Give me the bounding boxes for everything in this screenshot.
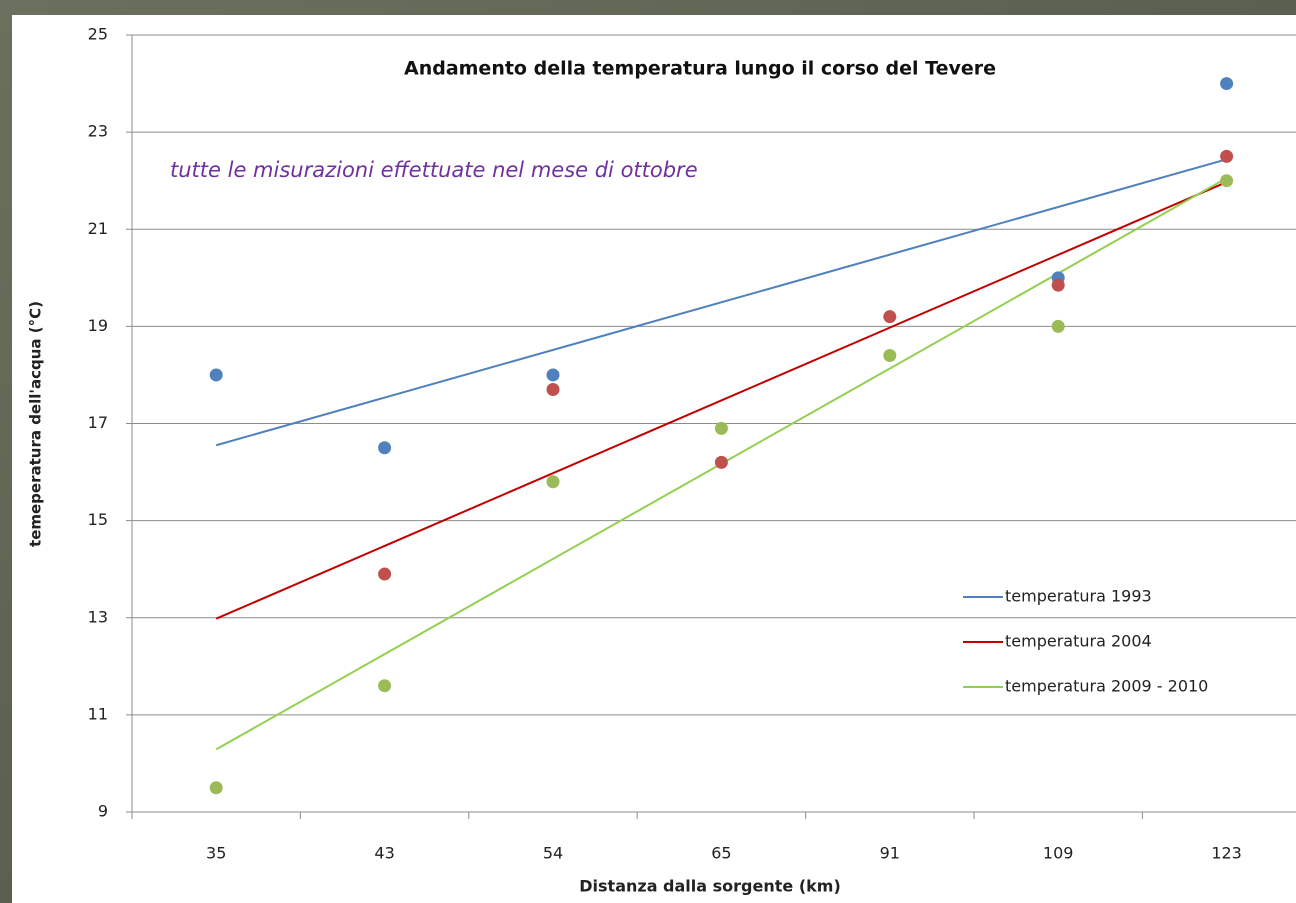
data-point bbox=[1220, 77, 1233, 90]
y-axis-label: temeperatura dell'acqua (°C) bbox=[27, 301, 45, 547]
y-tick-label: 9 bbox=[98, 802, 108, 821]
y-tick-label: 19 bbox=[88, 316, 108, 335]
legend-label: temperatura 1993 bbox=[1005, 587, 1152, 606]
data-point bbox=[883, 310, 896, 323]
data-point bbox=[547, 475, 560, 488]
x-tick-label: 109 bbox=[1043, 844, 1074, 863]
data-point bbox=[210, 368, 223, 381]
data-point bbox=[715, 456, 728, 469]
data-point bbox=[378, 568, 391, 581]
y-tick-label: 13 bbox=[88, 607, 108, 626]
y-tick-label: 25 bbox=[88, 25, 108, 44]
chart-area bbox=[12, 15, 1296, 903]
data-point bbox=[378, 679, 391, 692]
x-axis-label: Distanza dalla sorgente (km) bbox=[579, 877, 841, 896]
x-tick-label: 43 bbox=[374, 844, 394, 863]
subtitle: tutte le misurazioni effettuate nel mese… bbox=[170, 158, 698, 182]
y-tick-label: 17 bbox=[88, 413, 108, 432]
data-point bbox=[1052, 320, 1065, 333]
legend-label: temperatura 2009 - 2010 bbox=[1005, 677, 1208, 696]
data-point bbox=[378, 441, 391, 454]
x-tick-label: 54 bbox=[543, 844, 563, 863]
x-tick-label: 65 bbox=[711, 844, 731, 863]
chart: Andamento della temperatura lungo il cor… bbox=[0, 0, 1296, 903]
y-tick-label: 11 bbox=[88, 704, 108, 723]
data-point bbox=[210, 781, 223, 794]
y-tick-label: 15 bbox=[88, 510, 108, 529]
data-point bbox=[547, 383, 560, 396]
y-tick-label: 23 bbox=[88, 122, 108, 141]
data-point bbox=[1220, 150, 1233, 163]
legend-label: temperatura 2004 bbox=[1005, 632, 1152, 651]
x-tick-label: 35 bbox=[206, 844, 226, 863]
data-point bbox=[715, 422, 728, 435]
x-tick-label: 91 bbox=[880, 844, 900, 863]
data-point bbox=[1220, 174, 1233, 187]
chart-title: Andamento della temperatura lungo il cor… bbox=[404, 58, 996, 80]
x-tick-label: 123 bbox=[1211, 844, 1242, 863]
data-point bbox=[1052, 279, 1065, 292]
data-point bbox=[883, 349, 896, 362]
y-tick-label: 21 bbox=[88, 219, 108, 238]
data-point bbox=[547, 368, 560, 381]
page: Andamento della temperatura lungo il cor… bbox=[0, 0, 1296, 903]
